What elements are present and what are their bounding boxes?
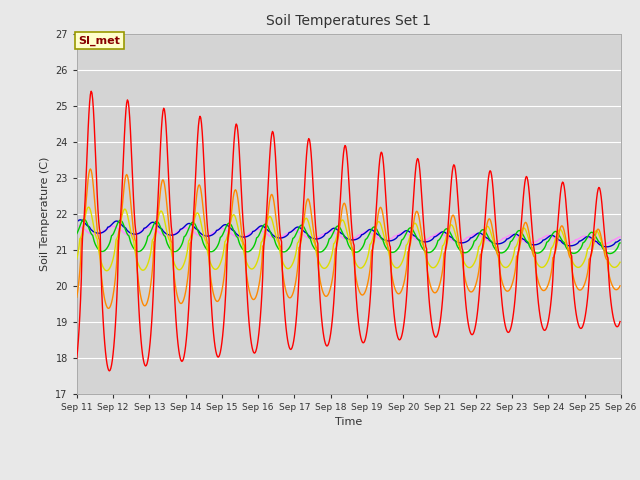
Legend: TC1_2Cm, TC1_4Cm, TC1_8Cm, TC1_16Cm, TC1_32Cm, TC1_50Cm: TC1_2Cm, TC1_4Cm, TC1_8Cm, TC1_16Cm, TC1…: [74, 478, 623, 480]
Text: SI_met: SI_met: [79, 36, 120, 46]
Title: Soil Temperatures Set 1: Soil Temperatures Set 1: [266, 14, 431, 28]
X-axis label: Time: Time: [335, 417, 362, 427]
Y-axis label: Soil Temperature (C): Soil Temperature (C): [40, 156, 50, 271]
